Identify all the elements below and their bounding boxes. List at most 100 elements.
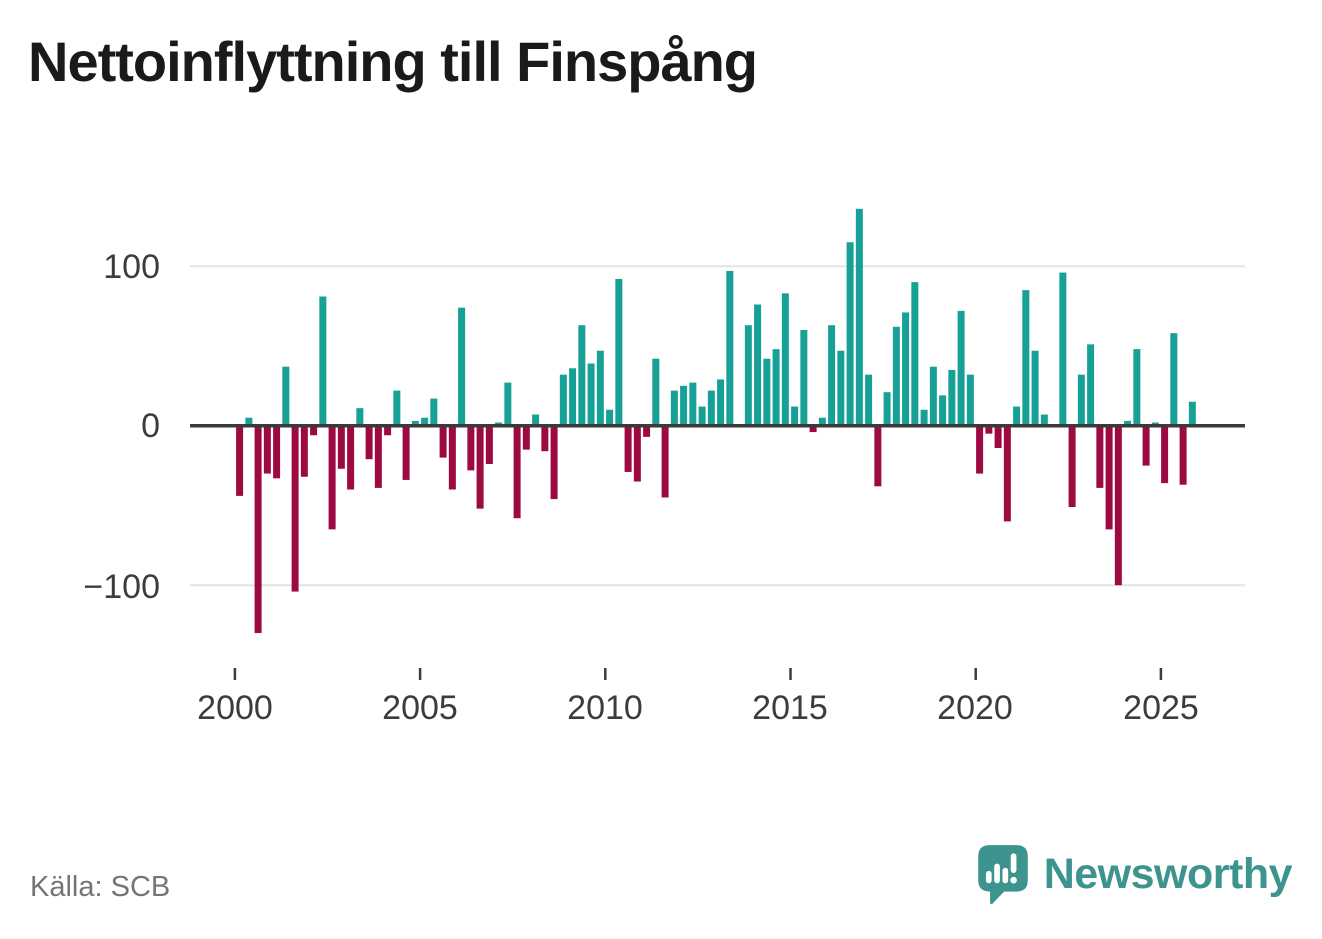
bar bbox=[411, 420, 419, 426]
bar bbox=[1105, 425, 1113, 530]
bar bbox=[384, 425, 392, 436]
bar bbox=[633, 425, 641, 482]
bar bbox=[596, 350, 604, 426]
bar bbox=[1003, 425, 1011, 522]
y-axis-label-0: 0 bbox=[141, 407, 160, 445]
bar bbox=[828, 325, 836, 426]
bar bbox=[818, 417, 826, 426]
bar bbox=[1142, 425, 1150, 466]
bar bbox=[874, 425, 882, 487]
newsworthy-brand: Newsworthy bbox=[976, 843, 1293, 905]
bar bbox=[800, 330, 808, 426]
bar bbox=[254, 425, 262, 634]
bar bbox=[273, 425, 281, 479]
bar bbox=[291, 425, 299, 592]
y-axis-label-100: 100 bbox=[103, 248, 160, 286]
bar bbox=[809, 425, 817, 433]
bar bbox=[578, 325, 586, 426]
bar bbox=[1068, 425, 1076, 508]
bar bbox=[1031, 350, 1039, 426]
bar bbox=[791, 406, 799, 426]
x-axis-label-2005: 2005 bbox=[382, 689, 458, 727]
bar bbox=[726, 270, 734, 426]
bar bbox=[744, 325, 752, 426]
bar bbox=[902, 312, 910, 426]
bar bbox=[448, 425, 456, 490]
bar bbox=[670, 390, 678, 426]
bar bbox=[966, 374, 974, 426]
source-note: Källa: SCB bbox=[30, 871, 171, 903]
bar bbox=[550, 425, 558, 500]
chart-title: Nettoinflyttning till Finspång bbox=[28, 30, 758, 93]
x-axis-label-2000: 2000 bbox=[197, 689, 273, 727]
bar bbox=[976, 425, 984, 474]
bar bbox=[763, 358, 771, 426]
bar bbox=[485, 425, 493, 464]
bar bbox=[569, 368, 577, 426]
bar bbox=[754, 304, 762, 426]
bar bbox=[1096, 425, 1104, 488]
bar bbox=[347, 425, 355, 490]
bar bbox=[541, 425, 549, 452]
bar bbox=[939, 395, 947, 426]
bar bbox=[245, 417, 253, 426]
bar bbox=[689, 382, 697, 426]
bar bbox=[402, 425, 410, 480]
bar bbox=[643, 425, 651, 437]
x-axis-label-2010: 2010 bbox=[567, 689, 643, 727]
bar bbox=[652, 358, 660, 426]
bar bbox=[1040, 414, 1048, 426]
bar bbox=[476, 425, 484, 509]
bar bbox=[467, 425, 475, 471]
bar bbox=[892, 326, 900, 426]
bar bbox=[458, 307, 466, 426]
bar bbox=[365, 425, 373, 460]
bar bbox=[1013, 406, 1021, 426]
bar bbox=[522, 425, 530, 450]
bar bbox=[929, 366, 937, 426]
newsworthy-speech-bubble-chart-icon bbox=[977, 845, 1028, 905]
bar bbox=[310, 425, 318, 436]
bar bbox=[855, 208, 863, 426]
bar bbox=[707, 390, 715, 426]
bar bbox=[439, 425, 447, 458]
bar bbox=[513, 425, 521, 519]
bar bbox=[837, 350, 845, 426]
bar bbox=[606, 409, 614, 426]
bar bbox=[781, 293, 789, 426]
bar bbox=[661, 425, 669, 498]
bar bbox=[957, 310, 965, 426]
bar bbox=[1059, 272, 1067, 426]
bar bbox=[717, 379, 725, 426]
y-axis-label-minus-100: −100 bbox=[83, 568, 160, 606]
bar bbox=[985, 425, 993, 434]
bar bbox=[421, 417, 429, 426]
bar bbox=[430, 398, 438, 426]
bar bbox=[1170, 333, 1178, 426]
bar bbox=[883, 392, 891, 426]
bar bbox=[865, 374, 873, 426]
bar bbox=[587, 363, 595, 426]
bar bbox=[1124, 420, 1132, 426]
bar bbox=[698, 406, 706, 426]
bar bbox=[337, 425, 345, 469]
bar bbox=[920, 409, 928, 426]
bar bbox=[680, 385, 688, 426]
bar bbox=[1133, 349, 1141, 426]
bar bbox=[504, 382, 512, 426]
bar bbox=[532, 414, 540, 426]
bar bbox=[328, 425, 336, 530]
x-axis-label-2015: 2015 bbox=[752, 689, 828, 727]
bar bbox=[1077, 374, 1085, 426]
brand-wordmark: Newsworthy bbox=[1043, 849, 1293, 898]
x-axis-label-2025: 2025 bbox=[1123, 689, 1199, 727]
bar bbox=[1087, 344, 1095, 426]
bar bbox=[772, 349, 780, 426]
bar bbox=[263, 425, 271, 474]
bar bbox=[624, 425, 632, 472]
bar bbox=[1114, 425, 1122, 586]
bar bbox=[911, 282, 919, 426]
bar bbox=[300, 425, 308, 477]
